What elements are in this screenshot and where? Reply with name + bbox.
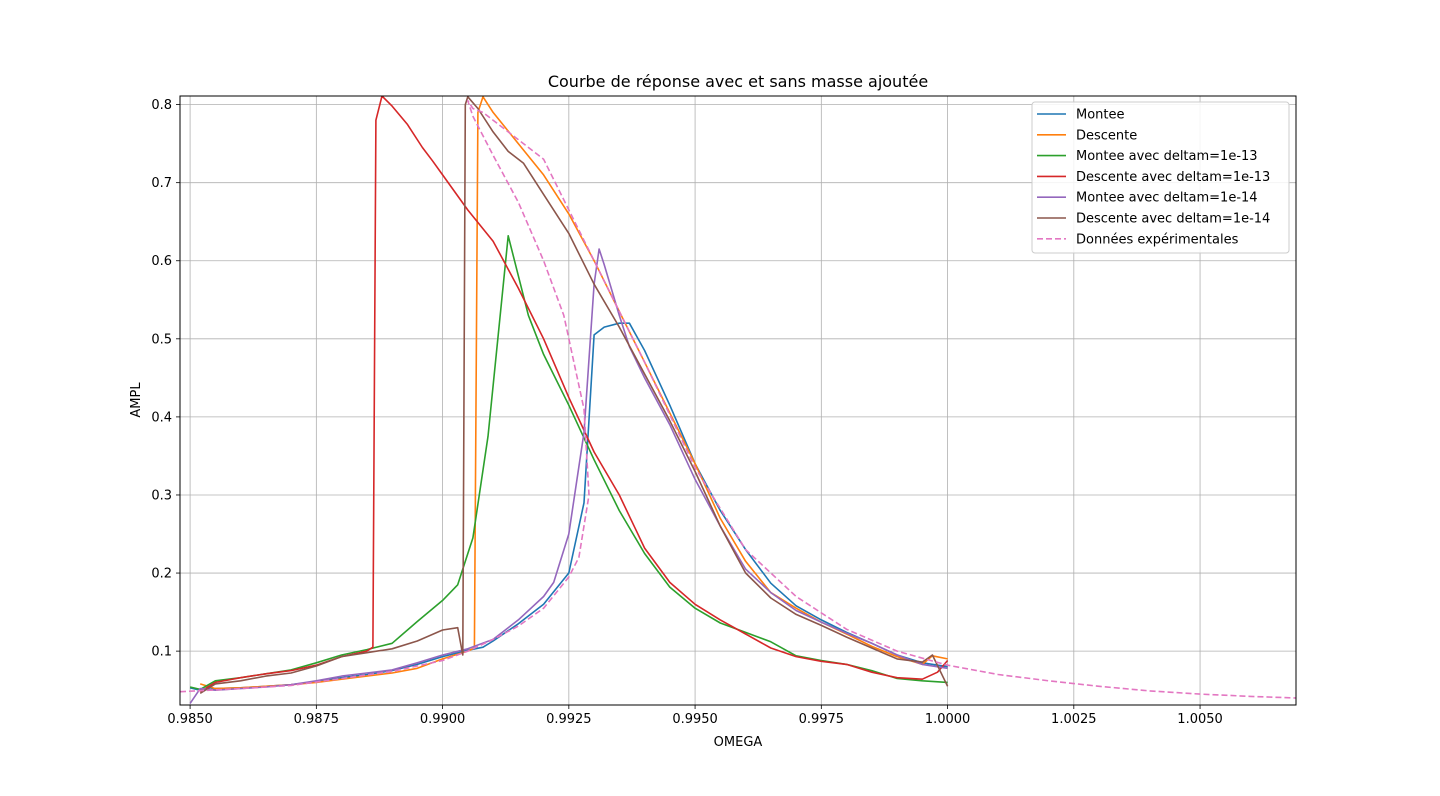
- y-tick-label: 0.3: [151, 488, 172, 503]
- legend: Montee Descente Montee avec deltam=1e-13 De…: [1031, 101, 1290, 254]
- x-tick-label: 1.0000: [925, 712, 971, 727]
- x-axis-label: OMEGA: [714, 735, 763, 750]
- y-tick-label: 0.8: [151, 98, 172, 113]
- x-tick-label: 0.9900: [420, 712, 466, 727]
- legend-box: [1031, 101, 1290, 254]
- axis-ticks: 0.9850 0.9875 0.9900 0.9925 0.9950 0.9975 1.00…: [151, 98, 1222, 727]
- legend-label: Montee avec deltam=1e-13: [1076, 149, 1258, 164]
- x-tick-label: 0.9925: [546, 712, 592, 727]
- chart-title: Courbe de réponse avec et sans masse ajo…: [548, 72, 928, 91]
- series-line-7: [180, 99, 1296, 699]
- x-tick-label: 0.9975: [799, 712, 845, 727]
- y-tick-label: 0.6: [151, 254, 172, 269]
- legend-label: Descente avec deltam=1e-13: [1076, 170, 1270, 185]
- y-tick-label: 0.2: [151, 567, 172, 582]
- series-line-5: [189, 248, 948, 704]
- legend-label: Données expérimentales: [1076, 232, 1239, 247]
- series-lines: [180, 96, 1296, 704]
- series-line-6: [199, 96, 949, 694]
- x-tick-label: 0.9850: [167, 712, 213, 727]
- x-tick-label: 1.0050: [1177, 712, 1223, 727]
- y-tick-label: 0.4: [151, 410, 172, 425]
- legend-label: Descente avec deltam=1e-14: [1076, 212, 1270, 227]
- plot-frame: [179, 95, 1297, 706]
- y-tick-label: 0.5: [151, 332, 172, 347]
- legend-label: Descente: [1076, 128, 1137, 143]
- y-axis-label: AMPL: [129, 382, 144, 418]
- legend-label: Montee: [1076, 108, 1125, 123]
- legend-label: Montee avec deltam=1e-14: [1076, 191, 1258, 206]
- y-tick-label: 0.7: [151, 176, 172, 191]
- x-tick-label: 1.0025: [1051, 712, 1097, 727]
- x-tick-label: 0.9875: [294, 712, 340, 727]
- y-tick-label: 0.1: [151, 645, 172, 660]
- x-tick-label: 0.9950: [672, 712, 718, 727]
